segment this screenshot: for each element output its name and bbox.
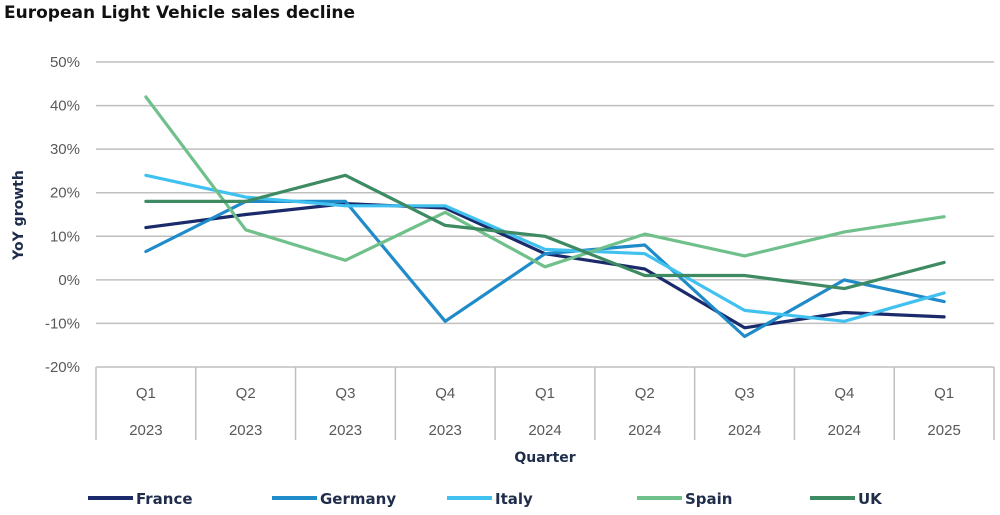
x-tick-year: 2024 xyxy=(528,422,561,439)
x-tick-quarter: Q1 xyxy=(136,385,156,402)
y-tick-label: -20% xyxy=(45,359,80,376)
x-tick-year: 2023 xyxy=(129,422,162,439)
x-tick-quarter: Q3 xyxy=(735,385,755,402)
x-tick-year: 2025 xyxy=(927,422,960,439)
series-line-uk xyxy=(144,173,946,291)
legend-label-spain: Spain xyxy=(685,490,732,508)
x-tick-quarter: Q1 xyxy=(934,385,954,402)
y-tick-label: 50% xyxy=(50,54,80,71)
y-axis-ticks: 50% 40% 30% 20% 10% 0% -10% -20% xyxy=(45,54,80,376)
y-tick-label: 10% xyxy=(50,228,80,245)
x-axis: Q1 2023 Q2 2023 Q3 2023 Q4 2023 Q1 2024 Q2 2024 Q3 20… xyxy=(95,367,995,440)
legend: France Germany Italy Spain UK xyxy=(88,490,883,508)
x-tick-quarter: Q2 xyxy=(236,385,256,402)
y-tick-label: -10% xyxy=(45,315,80,332)
x-tick-year: 2024 xyxy=(728,422,761,439)
y-tick-label: 40% xyxy=(50,98,80,115)
x-tick-quarter: Q2 xyxy=(635,385,655,402)
y-axis-label: YoY growth xyxy=(11,170,27,261)
x-tick-quarter: Q4 xyxy=(834,385,854,402)
x-tick-year: 2023 xyxy=(329,422,362,439)
y-tick-label: 20% xyxy=(50,185,80,202)
x-axis-label: Quarter xyxy=(514,450,575,466)
gridlines xyxy=(96,61,994,368)
x-tick-year: 2023 xyxy=(429,422,462,439)
x-tick-year: 2023 xyxy=(229,422,262,439)
legend-label-italy: Italy xyxy=(495,490,533,508)
series-line-italy xyxy=(144,173,946,323)
legend-label-germany: Germany xyxy=(320,490,396,508)
chart-title: European Light Vehicle sales decline xyxy=(4,3,355,23)
x-tick-quarter: Q3 xyxy=(335,385,355,402)
series-lines xyxy=(144,95,946,339)
series-line-spain xyxy=(144,95,946,269)
x-tick-year: 2024 xyxy=(628,422,661,439)
y-tick-label: 30% xyxy=(50,141,80,158)
x-tick-quarter: Q1 xyxy=(535,385,555,402)
legend-label-uk: UK xyxy=(858,490,883,508)
x-tick-year: 2024 xyxy=(828,422,861,439)
legend-label-france: France xyxy=(136,490,193,508)
y-tick-label: 0% xyxy=(58,272,80,289)
x-tick-quarter: Q4 xyxy=(435,385,455,402)
